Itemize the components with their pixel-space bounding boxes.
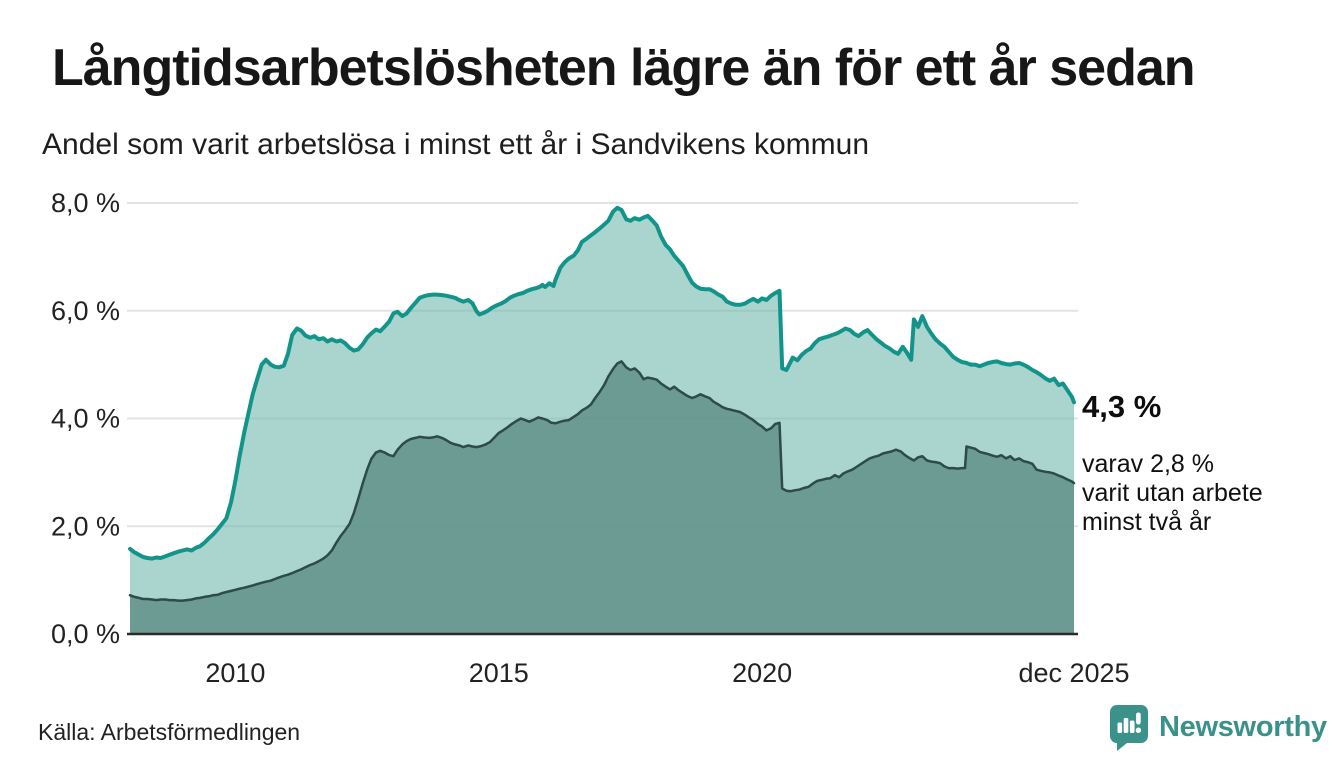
- chart-subtitle: Andel som varit arbetslösa i minst ett å…: [42, 128, 870, 161]
- x-tick-label: dec 2025: [1018, 658, 1129, 688]
- logo-bar-chart-glyph: [1117, 712, 1142, 733]
- newsworthy-logo-icon: [1110, 705, 1148, 751]
- page-title: Långtidsarbetslösheten lägre än för ett …: [52, 39, 1196, 97]
- newsworthy-logo[interactable]: Newsworthy: [1108, 703, 1327, 751]
- y-tick-label: 2,0 %: [51, 511, 120, 541]
- latest-value-label: 4,3 %: [1082, 389, 1162, 424]
- line-two-year: [128, 360, 1076, 602]
- y-tick-label: 6,0 %: [51, 296, 120, 326]
- x-tick-label: 2010: [205, 658, 265, 688]
- x-tick-label: 2020: [732, 658, 792, 688]
- area-two-year: [130, 361, 1074, 634]
- y-tick-label: 8,0 %: [51, 188, 120, 218]
- x-tick-label: 2015: [469, 658, 529, 688]
- newsworthy-wordmark: Newsworthy: [1159, 710, 1327, 743]
- y-tick-label: 0,0 %: [51, 619, 120, 649]
- line-one-year: [128, 205, 1076, 561]
- two-year-detail-label: varav 2,8 % varit utan arbete minst två …: [1082, 450, 1263, 536]
- source-label: Källa: Arbetsförmedlingen: [38, 719, 301, 745]
- y-tick-label: 4,0 %: [51, 404, 120, 434]
